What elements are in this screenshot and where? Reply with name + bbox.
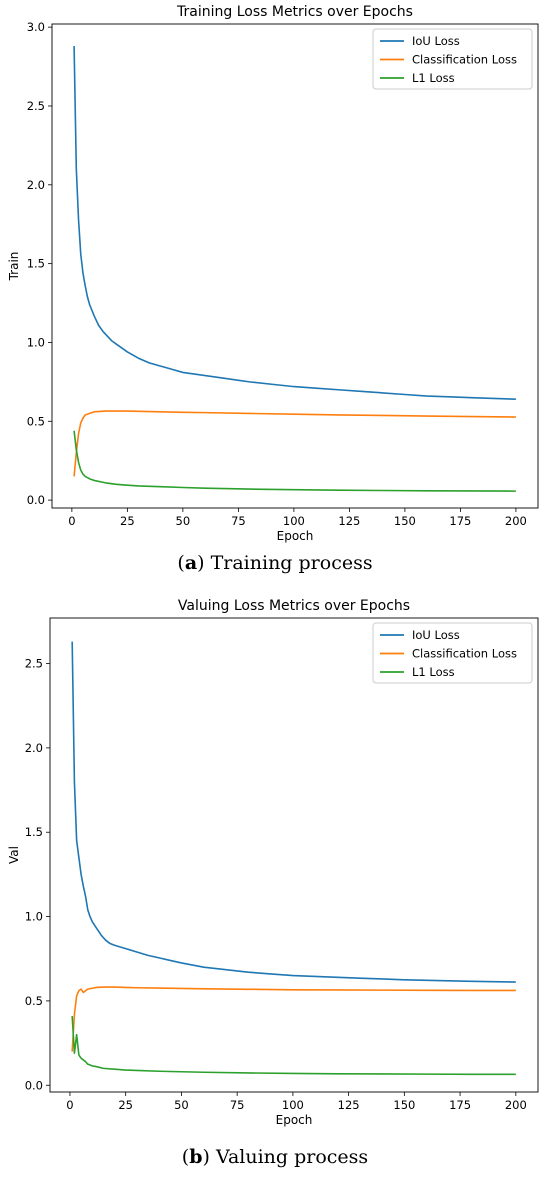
legend-label: L1 Loss (412, 71, 455, 85)
plot-frame (51, 23, 539, 509)
chart-title: Valuing Loss Metrics over Epochs (178, 598, 410, 614)
legend-box (372, 622, 533, 684)
x-tick-label: 25 (120, 514, 135, 528)
y-tick-label: 1.0 (25, 910, 43, 924)
x-tick-label: 75 (231, 514, 246, 528)
caption-letter: b (189, 1146, 203, 1168)
legend-box (372, 28, 533, 90)
y-tick-label: 2.0 (25, 741, 43, 755)
caption-text: Training process (210, 552, 373, 574)
chart-title: Training Loss Metrics over Epochs (176, 4, 413, 20)
x-tick-label: 0 (68, 514, 75, 528)
series-line-iou-loss (73, 46, 516, 401)
x-tick-label: 175 (449, 1098, 471, 1112)
y-tick-label: 0.5 (25, 994, 43, 1008)
x-tick-label: 0 (66, 1098, 73, 1112)
y-tick-label: 2.5 (27, 99, 45, 113)
x-tick-label: 175 (449, 514, 471, 528)
x-tick-label: 200 (505, 1098, 527, 1112)
y-tick-label: 1.5 (25, 825, 43, 839)
y-tick-label: 0.0 (25, 1078, 43, 1092)
caption-letter: a (184, 552, 198, 574)
x-tick-label: 75 (230, 1098, 245, 1112)
x-axis-label: Epoch (277, 529, 314, 543)
x-tick-label: 150 (394, 514, 416, 528)
x-tick-label: 125 (338, 514, 360, 528)
x-tick-label: 50 (176, 514, 191, 528)
x-tick-label: 150 (393, 1098, 415, 1112)
caption-valuing: (b) Valuing process (181, 1146, 369, 1168)
x-tick-label: 100 (282, 1098, 304, 1112)
series-line-classification-loss (71, 986, 516, 1052)
series-line-l1-loss (73, 430, 516, 492)
y-tick-label: 0.5 (27, 414, 45, 428)
series-line-iou-loss (71, 641, 516, 983)
plot-frame (49, 617, 539, 1093)
x-tick-label: 200 (505, 514, 527, 528)
legend-label: Classification Loss (412, 647, 517, 661)
caption-training: (a) Training process (177, 552, 373, 574)
chart-valuing: Valuing Loss Metrics over Epochs 0 25 50 75 1… (7, 598, 539, 1127)
y-tick-label: 0.0 (27, 493, 45, 507)
legend-label: IoU Loss (412, 34, 460, 48)
y-tick-label: 2.0 (27, 178, 45, 192)
y-axis-label: Train (7, 252, 21, 282)
caption-text: Valuing process (215, 1146, 369, 1168)
series-line-classification-loss (73, 410, 516, 477)
y-tick-label: 1.5 (27, 257, 45, 271)
x-tick-label: 25 (118, 1098, 133, 1112)
y-tick-label: 2.5 (25, 657, 43, 671)
x-tick-label: 50 (174, 1098, 189, 1112)
legend-label: IoU Loss (412, 628, 460, 642)
legend-label: L1 Loss (412, 665, 455, 679)
legend-label: Classification Loss (412, 53, 517, 67)
y-tick-label: 3.0 (27, 20, 45, 34)
series-line-l1-loss (71, 1016, 516, 1076)
y-axis-label: Val (7, 846, 21, 864)
y-tick-label: 1.0 (27, 335, 45, 349)
x-tick-label: 100 (283, 514, 305, 528)
chart-training: Training Loss Metrics over Epochs 0 25 50 75… (7, 4, 539, 543)
x-tick-label: 125 (338, 1098, 360, 1112)
x-axis-label: Epoch (276, 1113, 313, 1127)
